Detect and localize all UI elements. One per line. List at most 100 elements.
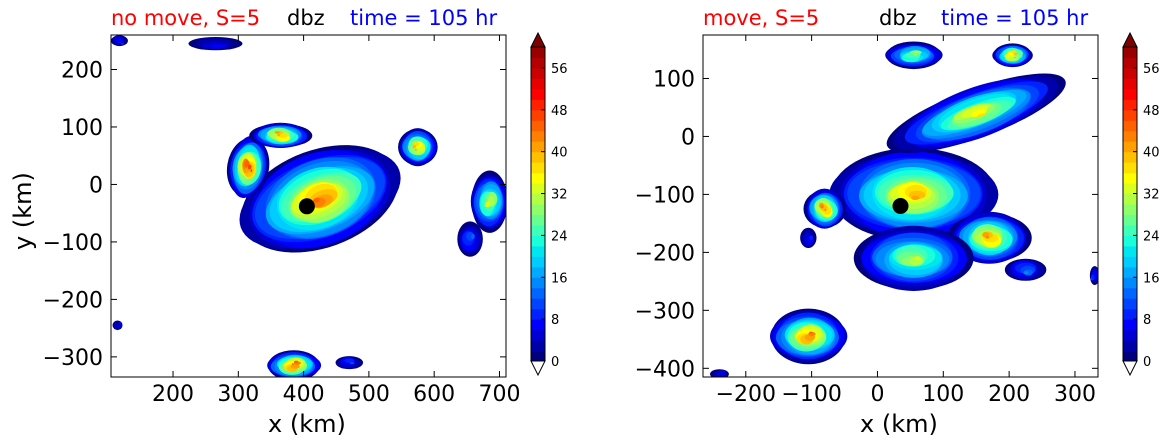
colorbar-segment <box>531 172 545 184</box>
colorbar-segment <box>531 329 545 341</box>
storm-center-marker <box>298 198 315 215</box>
colorbar-segment <box>531 141 545 153</box>
colorbar-segment <box>1123 350 1137 362</box>
colorbar-tick-label: 16 <box>1143 271 1160 286</box>
colorbar-segment <box>1123 329 1137 341</box>
colorbar-tick-label: 8 <box>1143 313 1151 328</box>
contour-level <box>1013 56 1016 58</box>
contour-level <box>911 195 920 201</box>
contour-level <box>290 364 300 369</box>
panel2-title: move, S=5 <box>703 6 819 30</box>
colorbar-extend-over <box>1122 31 1138 48</box>
colorbar-segment <box>1123 151 1137 163</box>
storm-cell <box>710 369 729 377</box>
contour-level <box>982 232 990 238</box>
panel1-title: no move, S=5 <box>111 6 260 30</box>
contour-level <box>118 321 122 324</box>
contour-level <box>1011 50 1017 54</box>
contour-level <box>914 256 921 261</box>
colorbar-tick-label: 0 <box>1143 355 1151 370</box>
y-tick-label: −200 <box>635 241 695 266</box>
colorbar-segment <box>531 224 545 236</box>
panel2-title-left: move, S=5 <box>703 6 820 30</box>
colorbar-segment <box>1123 287 1137 299</box>
storm-cell <box>111 35 128 47</box>
panel2-xlabel: x (km) <box>860 410 938 438</box>
colorbar-segment <box>1123 78 1137 90</box>
colorbar-tick-label: 24 <box>1143 229 1160 244</box>
colorbar-segment <box>1123 245 1137 257</box>
colorbar-segment <box>531 130 545 142</box>
colorbar-segment <box>1123 57 1137 69</box>
storm-cell <box>457 221 483 257</box>
x-tick-label: 0 <box>870 382 884 407</box>
colorbar-segment <box>531 287 545 299</box>
colorbar-segment <box>1123 298 1137 310</box>
colorbar-tick-label: 40 <box>1143 146 1160 161</box>
colorbar-tick-label: 40 <box>551 146 568 161</box>
colorbar-segment <box>531 99 545 111</box>
colorbar-segment <box>531 120 545 132</box>
panel1-xlabel: x (km) <box>268 410 346 438</box>
colorbar-segment <box>531 245 545 257</box>
contour-level <box>274 131 280 134</box>
contour-level <box>116 38 123 44</box>
contour-level <box>913 53 917 56</box>
contour-level <box>809 331 813 334</box>
colorbar-segment <box>531 78 545 90</box>
colorbar-segment <box>1123 266 1137 278</box>
y-tick-label: 200 <box>61 58 103 83</box>
storm-cell <box>398 128 438 167</box>
storm-cell <box>947 211 1032 264</box>
storm-cell <box>800 227 817 248</box>
contour-level <box>412 144 417 149</box>
contour-level <box>820 204 824 209</box>
colorbar-segment <box>531 47 545 58</box>
x-tick-label: 700 <box>478 382 520 407</box>
y-tick-label: 0 <box>681 125 695 150</box>
colorbar-segment <box>531 298 545 310</box>
reflectivity-field <box>710 41 1098 377</box>
contour-level <box>1014 52 1018 55</box>
contour-level <box>349 361 355 365</box>
contour-level <box>484 203 488 207</box>
storm-cell <box>885 41 943 70</box>
contour-level <box>1023 271 1029 275</box>
colorbar-segment <box>531 350 545 362</box>
panel1-colorbar: 0 8 16 24 32 40 48 56 <box>530 31 568 377</box>
colorbar-segment <box>1123 235 1137 247</box>
colorbar-segment <box>531 308 545 320</box>
reflectivity-field <box>111 35 506 377</box>
x-tick-label: 400 <box>283 382 325 407</box>
colorbar-tick-label: 56 <box>551 62 568 77</box>
colorbar-tick-label: 48 <box>1143 104 1160 119</box>
storm-center-marker <box>892 198 909 214</box>
contour-level <box>250 169 253 173</box>
colorbar-segment <box>1123 130 1137 142</box>
contour-level <box>719 370 725 373</box>
contour-level <box>1090 277 1093 281</box>
storm-cell <box>1089 266 1098 286</box>
panel2-title-right: time = 105 hr <box>941 6 1089 30</box>
colorbar-segment <box>1123 340 1137 352</box>
storm-cell <box>335 356 364 370</box>
storm-cell <box>112 320 123 331</box>
colorbar-segment <box>1123 109 1137 121</box>
storm-cell <box>829 148 999 241</box>
x-tick-label: 300 <box>217 382 259 407</box>
colorbar-segment <box>1123 183 1137 195</box>
panel1-title-right: time = 105 hr <box>350 6 498 30</box>
y-tick-label: −100 <box>635 183 695 208</box>
contour-level <box>344 358 354 363</box>
contour-level <box>471 233 475 240</box>
panel1-title-center: dbz <box>287 6 325 30</box>
colorbar-tick-label: 0 <box>551 355 559 370</box>
x-tick-label: 100 <box>922 382 964 407</box>
colorbar-tick-label: 24 <box>551 229 568 244</box>
contour-level <box>961 105 988 118</box>
colorbar-segment <box>531 256 545 268</box>
storm-cell <box>803 188 847 229</box>
contour-level <box>913 50 921 54</box>
